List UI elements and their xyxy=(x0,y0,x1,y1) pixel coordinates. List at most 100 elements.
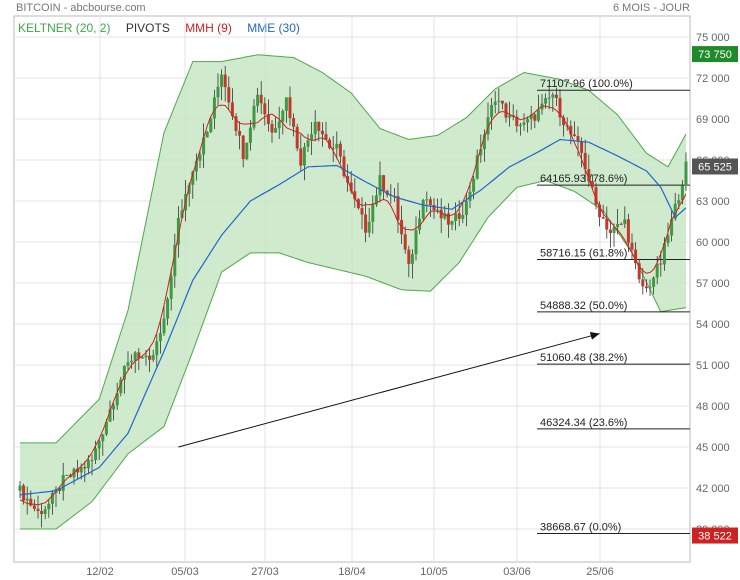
candle-body xyxy=(436,209,440,211)
candle-body xyxy=(130,360,134,363)
fib-level-label: 51060.48 (38.2%) xyxy=(540,352,627,364)
candle-body xyxy=(306,140,310,147)
candle-body xyxy=(634,249,638,264)
candle-body xyxy=(461,214,465,219)
x-tick-label: 03/06 xyxy=(503,566,531,578)
candle-body xyxy=(331,148,335,150)
keltner-band xyxy=(20,54,686,530)
candle-body xyxy=(367,221,371,233)
chart-title: BITCOIN - abcbourse.com xyxy=(16,2,146,14)
fib-level-label: 54888.32 (50.0%) xyxy=(540,300,627,312)
candle-body xyxy=(403,234,407,250)
candle-body xyxy=(479,149,483,156)
x-tick-label: 25/06 xyxy=(586,566,614,578)
candle-body xyxy=(137,352,141,359)
candle-body xyxy=(349,182,353,192)
candle-body xyxy=(324,134,328,140)
candle-body xyxy=(94,448,98,460)
candle-body xyxy=(342,156,346,177)
candle-body xyxy=(191,171,195,185)
candle-body xyxy=(587,169,591,182)
candle-body xyxy=(90,459,94,461)
candle-body xyxy=(338,143,342,157)
candle-body xyxy=(65,474,69,476)
candle-body xyxy=(450,221,454,225)
chart-period: 6 MOIS - JOUR xyxy=(612,2,690,14)
candle-body xyxy=(529,114,533,120)
candle-body xyxy=(652,277,656,287)
candle-body xyxy=(317,121,321,131)
fib-level-label: 38668.67 (0.0%) xyxy=(540,522,621,534)
candle-body xyxy=(551,94,555,98)
candle-body xyxy=(670,219,674,236)
legend-mmh[interactable]: MMH (9) xyxy=(185,21,232,35)
candle-body xyxy=(162,318,166,334)
candle-body xyxy=(302,146,306,166)
candle-body xyxy=(216,86,220,98)
candle-body xyxy=(482,134,486,150)
candle-body xyxy=(25,498,29,501)
legend-mme[interactable]: MME (30) xyxy=(247,21,300,35)
candle-body xyxy=(22,485,26,501)
candle-body xyxy=(504,103,508,118)
high-price-badge xyxy=(692,46,738,63)
keltner-lower-line xyxy=(20,179,687,530)
fib-level-label: 46324.34 (23.6%) xyxy=(540,417,627,429)
candle-body xyxy=(40,511,44,514)
candle-body xyxy=(32,505,36,509)
candle-body xyxy=(259,94,263,104)
candle-body xyxy=(148,355,152,360)
candle-body xyxy=(558,97,562,118)
x-tick-label: 05/03 xyxy=(171,566,199,578)
candle-body xyxy=(360,208,364,215)
candle-body xyxy=(104,421,108,435)
candle-body xyxy=(220,74,224,87)
last-price-badge xyxy=(692,158,738,175)
candle-body xyxy=(266,114,270,125)
y-tick-label: 63 000 xyxy=(696,196,730,208)
candle-body xyxy=(234,116,238,131)
candle-body xyxy=(86,460,90,469)
candle-body xyxy=(493,101,497,106)
y-tick-label: 60 000 xyxy=(696,237,730,249)
candle-body xyxy=(144,355,148,358)
candle-body xyxy=(547,97,551,99)
candle-body xyxy=(310,134,314,141)
candle-body xyxy=(101,434,105,442)
candle-body xyxy=(454,213,458,222)
candle-body xyxy=(655,263,659,278)
mme-line xyxy=(19,138,687,496)
candle-body xyxy=(238,130,242,136)
candle-body xyxy=(176,217,180,245)
candle-body xyxy=(644,286,648,289)
legend-pivots[interactable]: PIVOTS xyxy=(125,21,170,35)
candle-body xyxy=(227,87,231,103)
candle-body xyxy=(526,119,530,123)
candle-body xyxy=(209,118,213,133)
low-price-badge xyxy=(692,527,738,544)
candle-body xyxy=(263,103,267,115)
candle-body xyxy=(292,118,296,127)
candle-body xyxy=(428,199,432,205)
candle-body xyxy=(364,214,368,233)
candle-body xyxy=(580,141,584,153)
candle-body xyxy=(299,148,303,166)
x-tick-label: 27/03 xyxy=(251,566,279,578)
candle-body xyxy=(313,121,317,135)
candle-body xyxy=(576,136,580,142)
candle-body xyxy=(598,204,602,218)
candle-body xyxy=(554,94,558,98)
candle-body xyxy=(353,191,357,200)
candle-body xyxy=(256,94,260,106)
candle-body xyxy=(648,286,652,289)
candle-body xyxy=(659,263,663,265)
candle-body xyxy=(533,114,537,121)
candle-body xyxy=(378,175,382,196)
candle-body xyxy=(414,230,418,255)
y-tick-label: 48 000 xyxy=(696,401,730,413)
legend-keltner[interactable]: KELTNER (20, 2) xyxy=(18,21,111,35)
candle-body xyxy=(626,219,630,243)
candle-body xyxy=(274,128,278,133)
candle-body xyxy=(202,137,206,155)
